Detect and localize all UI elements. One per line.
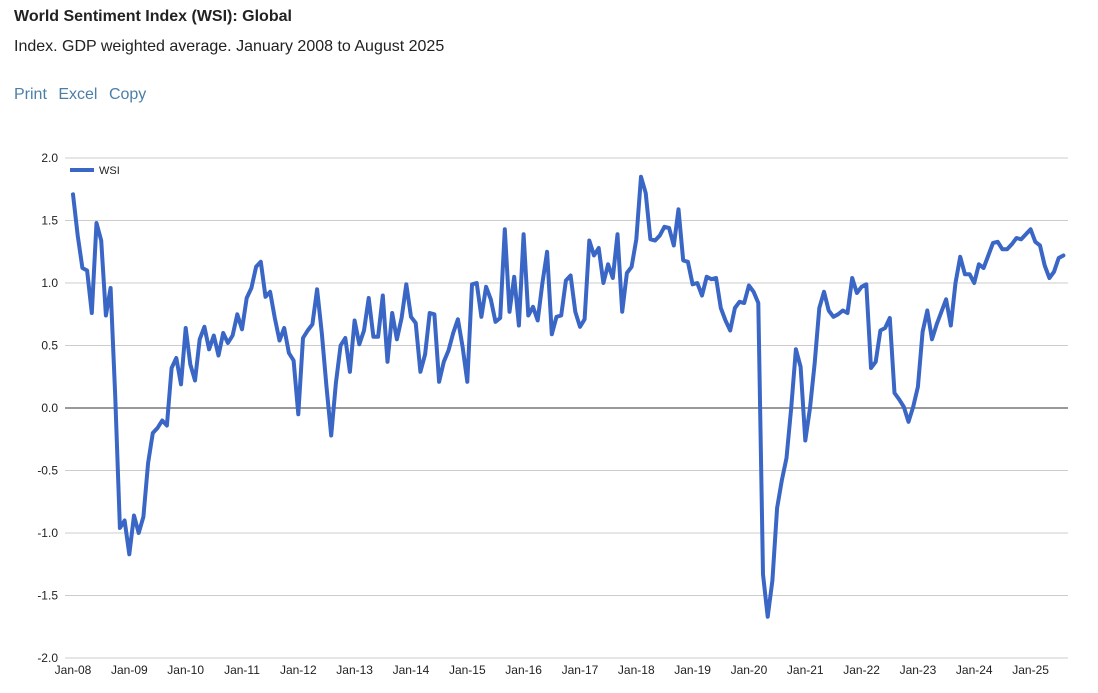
x-tick-label: Jan-21 [787,663,824,677]
x-tick-label: Jan-13 [336,663,373,677]
chart-subtitle: Index. GDP weighted average. January 200… [14,38,445,55]
gridlines [65,157,1068,659]
y-tick-label: -2.0 [37,651,58,665]
x-tick-label: Jan-10 [167,663,204,677]
legend-label-wsi: WSI [99,165,120,177]
series-line-wsi [71,174,1066,619]
x-tick-label: Jan-17 [562,663,599,677]
x-axis: Jan-08 Jan-09 Jan-10 Jan-11 Jan-12 Jan-13 Jan-… [55,663,1050,677]
x-tick-label: Jan-18 [618,663,655,677]
y-tick-label: 1.5 [41,214,58,228]
export-actions: Print Excel Copy [14,86,153,104]
y-tick-label: 0.5 [41,339,58,353]
y-tick-label: -1.0 [37,526,58,540]
y-axis: 2.0 1.5 1.0 0.5 0.0 -0.5 -1.0 -1.5 -2.0 [37,151,58,665]
x-tick-label: Jan-09 [111,663,148,677]
x-tick-label: Jan-08 [55,663,92,677]
excel-link[interactable]: Excel [58,86,98,103]
y-tick-label: 0.0 [41,401,58,415]
copy-link[interactable]: Copy [108,86,147,103]
y-tick-label: 1.0 [41,276,58,290]
y-tick-label: 2.0 [41,151,58,165]
x-tick-label: Jan-12 [280,663,317,677]
x-tick-label: Jan-15 [449,663,486,677]
legend: WSI [70,165,120,177]
x-tick-label: Jan-14 [393,663,430,677]
x-tick-label: Jan-11 [224,663,260,677]
x-tick-label: Jan-20 [731,663,768,677]
x-tick-label: Jan-16 [505,663,542,677]
y-tick-label: -1.5 [37,589,58,603]
chart-title: World Sentiment Index (WSI): Global [14,8,292,25]
x-tick-label: Jan-24 [956,663,993,677]
print-link[interactable]: Print [14,86,47,103]
x-tick-label: Jan-23 [900,663,937,677]
x-tick-label: Jan-22 [843,663,880,677]
x-tick-label: Jan-25 [1012,663,1049,677]
series-layer [71,174,1066,619]
y-tick-label: -0.5 [37,464,58,478]
x-tick-label: Jan-19 [674,663,711,677]
